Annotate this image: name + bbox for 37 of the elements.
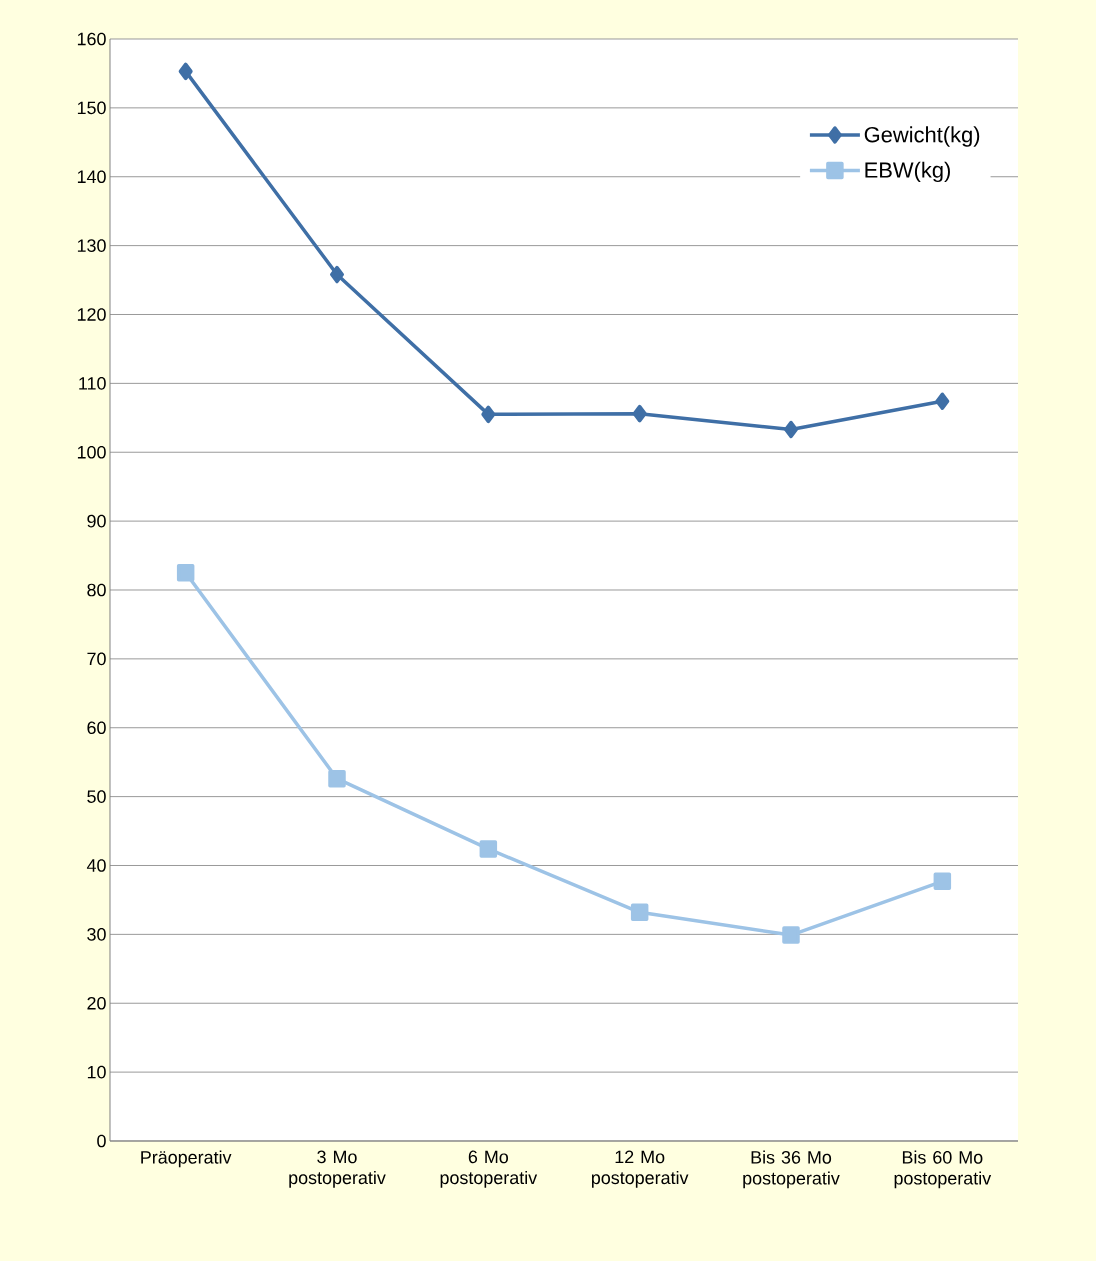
point	[782, 926, 800, 944]
x-tick-label: Bis 36 Mo postoperativ	[743, 1150, 840, 1189]
y-tick-label: 80	[87, 583, 106, 597]
point	[935, 392, 950, 411]
point	[178, 62, 193, 81]
y-tick-label: 50	[87, 790, 106, 803]
y-tick-label: 140	[77, 170, 106, 184]
point	[630, 903, 649, 922]
y-tick-label: 60	[87, 721, 106, 735]
y-tick-label: 40	[86, 859, 106, 872]
y-tick-label: 110	[79, 377, 106, 390]
y-tick-label: 30	[87, 928, 106, 941]
y-tick-label: 160	[77, 32, 106, 46]
point	[784, 420, 798, 439]
point	[481, 405, 496, 424]
point	[933, 872, 952, 891]
x-tick-label: Präoperativ	[141, 1150, 232, 1168]
y-tick-label: 70	[87, 652, 106, 666]
y-tick-label: 100	[77, 445, 106, 459]
x-tick-label: 12 Mo postoperativ	[591, 1150, 689, 1188]
y-tick-label: 10	[87, 1065, 106, 1079]
y-tick-label: 150	[77, 101, 106, 115]
point	[328, 769, 346, 788]
y-tick-label: 130	[77, 239, 106, 252]
y-tick-label: 90	[87, 514, 106, 528]
legend-label: EBW(kg)	[865, 161, 950, 183]
y-tick-label: 120	[77, 308, 106, 321]
y-tick-label: 0	[97, 1134, 106, 1148]
point	[176, 564, 195, 582]
x-tick-label: Bis 60 Mo postoperativ	[894, 1150, 992, 1189]
point	[330, 265, 344, 284]
point	[632, 404, 647, 423]
point	[479, 840, 498, 858]
x-tick-label: 3 Mo postoperativ	[289, 1150, 386, 1188]
y-tick-label: 20	[87, 996, 106, 1010]
legend-label: Gewicht(kg)	[864, 126, 980, 147]
x-tick-label: 6 Mo postoperativ	[440, 1150, 538, 1188]
